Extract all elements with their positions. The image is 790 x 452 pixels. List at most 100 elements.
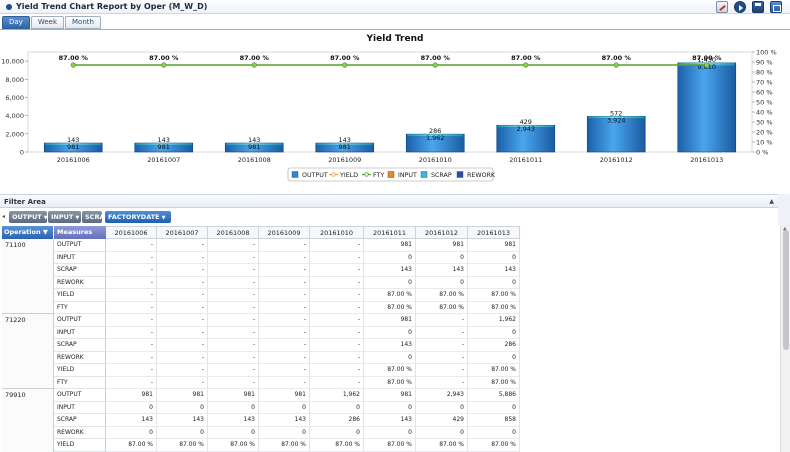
save-icon[interactable]: [752, 1, 764, 13]
date-column-header[interactable]: 20161013: [468, 226, 520, 239]
value-cell: -: [208, 326, 259, 339]
value-cell: 0: [364, 401, 416, 414]
value-cell: 87.00 %: [106, 439, 157, 452]
tab-day[interactable]: Day: [2, 16, 30, 29]
scrap-bar: [497, 125, 554, 128]
value-cell: -: [157, 351, 208, 364]
field-chip-scrap[interactable]: SCRA: [82, 211, 102, 223]
value-cell: -: [310, 326, 364, 339]
scrap-data-label: 143: [248, 136, 260, 144]
measure-cell: INPUT: [54, 251, 106, 264]
value-cell: 981: [259, 389, 310, 402]
value-cell: 0: [310, 426, 364, 439]
scrap-data-label: 143: [339, 136, 351, 144]
date-column-header[interactable]: 20161009: [259, 226, 310, 239]
output-data-label: 981: [248, 143, 260, 151]
app-dot-icon: [6, 4, 12, 10]
tab-divider: [0, 29, 790, 30]
measure-cell: REWORK: [54, 276, 106, 289]
filter-arrow-icon: ▼: [161, 215, 166, 221]
y2-tick-label: 80 %: [756, 69, 773, 77]
fty-point: [432, 62, 438, 68]
date-column-header[interactable]: 20161011: [364, 226, 416, 239]
value-cell: 0: [157, 426, 208, 439]
value-cell: -: [310, 264, 364, 277]
collapse-icon[interactable]: ▲: [769, 198, 774, 205]
value-cell: 87.00 %: [364, 289, 416, 302]
x-tick-label: 20161009: [328, 156, 361, 164]
favorite-star-icon[interactable]: ☆: [168, 1, 177, 12]
value-cell: -: [259, 276, 310, 289]
value-cell: 0: [416, 251, 468, 264]
tab-week[interactable]: Week: [30, 16, 65, 29]
value-cell: -: [259, 264, 310, 277]
output-data-label: 2,943: [516, 125, 535, 133]
scrap-data-label: 286: [429, 127, 441, 135]
value-cell: -: [157, 376, 208, 389]
value-cell: 87.00 %: [416, 301, 468, 314]
scroll-up-icon[interactable]: ▲: [783, 226, 787, 232]
tab-month[interactable]: Month: [65, 16, 101, 29]
measure-cell: INPUT: [54, 326, 106, 339]
y2-tick-label: 50 %: [756, 99, 773, 107]
date-column-header[interactable]: 20161007: [157, 226, 208, 239]
date-column-header[interactable]: 20161012: [416, 226, 468, 239]
value-cell: 87.00 %: [310, 439, 364, 452]
value-cell: -: [259, 339, 310, 352]
value-cell: 143: [208, 414, 259, 427]
value-cell: 0: [364, 276, 416, 289]
operation-cell: 71220: [2, 314, 54, 389]
value-cell: 87.00 %: [259, 439, 310, 452]
x-tick-label: 20161011: [509, 156, 542, 164]
value-cell: -: [208, 351, 259, 364]
measure-cell: YIELD: [54, 289, 106, 302]
y2-tick-label: 0 %: [756, 149, 768, 157]
measures-header[interactable]: Measures: [54, 226, 106, 239]
fty-data-label: 87.00 %: [59, 54, 89, 62]
value-cell: 0: [468, 326, 520, 339]
measure-cell: FTY: [54, 301, 106, 314]
fty-point: [70, 62, 76, 68]
value-cell: -: [157, 339, 208, 352]
fty-data-label: 87.00 %: [421, 54, 451, 62]
edit-icon[interactable]: [716, 1, 728, 13]
scroll-left-icon[interactable]: ◂: [2, 213, 6, 220]
value-cell: 2,943: [416, 389, 468, 402]
value-cell: 87.00 %: [416, 439, 468, 452]
value-cell: 87.00 %: [364, 364, 416, 377]
value-cell: -: [208, 239, 259, 252]
value-cell: 0: [364, 426, 416, 439]
measure-cell: FTY: [54, 376, 106, 389]
value-cell: 87.00 %: [468, 439, 520, 452]
date-column-header[interactable]: 20161008: [208, 226, 259, 239]
date-column-header[interactable]: 20161006: [106, 226, 157, 239]
value-cell: 143: [106, 414, 157, 427]
field-chip-output[interactable]: OUTPUT ▼: [9, 211, 47, 223]
field-chip-factorydate[interactable]: FACTORYDATE ▼: [105, 211, 171, 223]
value-cell: -: [157, 289, 208, 302]
measure-cell: REWORK: [54, 426, 106, 439]
scrollbar-thumb[interactable]: [783, 230, 789, 350]
field-chip-input[interactable]: INPUT ▼: [48, 211, 81, 223]
operation-header-label: Operation: [4, 228, 41, 236]
date-column-header[interactable]: 20161010: [310, 226, 364, 239]
export-icon[interactable]: [770, 1, 782, 13]
value-cell: 981: [106, 389, 157, 402]
value-cell: -: [106, 364, 157, 377]
run-icon[interactable]: [734, 1, 746, 13]
value-cell: 981: [416, 239, 468, 252]
measure-cell: OUTPUT: [54, 314, 106, 327]
value-cell: 286: [468, 339, 520, 352]
vertical-scrollbar[interactable]: ▲: [780, 226, 790, 452]
value-cell: -: [208, 301, 259, 314]
operation-header[interactable]: Operation ▼: [2, 226, 54, 239]
fty-data-label: 87.00 %: [602, 54, 632, 62]
fty-data-label: 87.00 %: [240, 54, 270, 62]
value-cell: -: [106, 351, 157, 364]
value-cell: -: [310, 301, 364, 314]
scrap-bar: [45, 142, 102, 146]
scrap-data-label: 143: [67, 136, 79, 144]
legend-marker: [364, 172, 369, 177]
filter-area-header[interactable]: Filter Area ▲: [0, 194, 778, 208]
value-cell: -: [310, 251, 364, 264]
